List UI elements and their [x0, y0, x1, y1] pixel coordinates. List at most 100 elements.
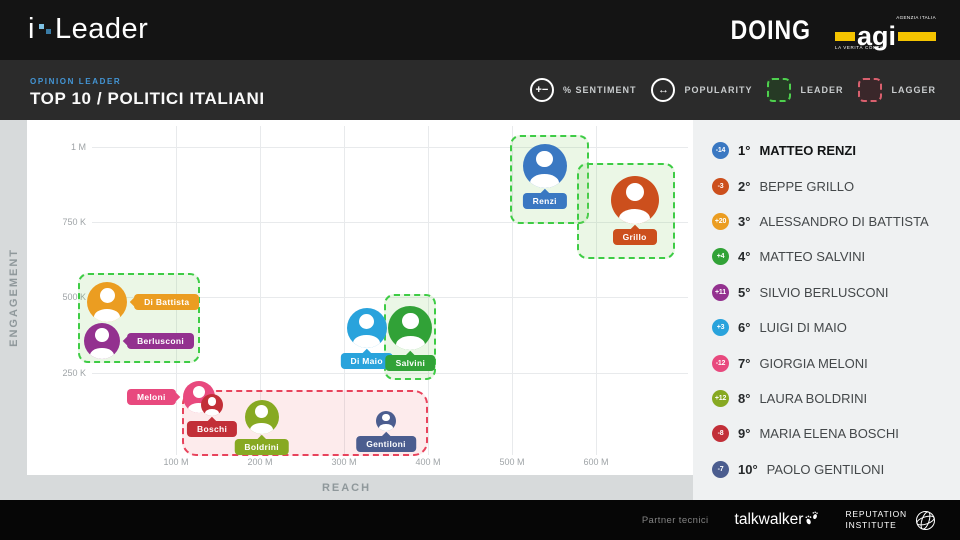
politician-label-berlusconi[interactable]: Berlusconi	[122, 333, 195, 350]
rank-delta-badge: -8	[712, 425, 729, 443]
section-kicker: OPINION LEADER	[30, 77, 122, 86]
politician-name: BEPPE GRILLO	[759, 178, 855, 194]
lagger-box-icon	[858, 78, 883, 102]
politician-label-salvini[interactable]: Salvini	[385, 350, 436, 372]
politician-label-grillo[interactable]: Grillo	[612, 224, 657, 245]
politician-label-gentiloni[interactable]: Gentiloni	[356, 431, 416, 452]
politician-name: MARIA ELENA BOSCHI	[759, 426, 899, 442]
politician-name: MATTEO SALVINI	[759, 249, 866, 265]
ranking-row-4[interactable]: +4 4° MATTEO SALVINI	[693, 239, 960, 274]
rank-number: 7°	[738, 355, 751, 371]
politician-label-di-battista[interactable]: Di Battista	[129, 293, 200, 310]
politician-avatar-renzi[interactable]	[522, 143, 567, 188]
reputation-line2: Institute	[845, 520, 897, 530]
rank-number: 1°	[738, 143, 751, 159]
rank-number: 4°	[738, 249, 751, 265]
ranking-row-1[interactable]: -14 1° MATTEO RENZI	[693, 133, 960, 168]
agi-agenzia-text: AGENZIA ITALIA	[896, 15, 936, 20]
politician-label-di-maio[interactable]: Di Maio	[340, 348, 393, 370]
scatter-plot: ENGAGEMENT 100 M 200 M 300 M 400 M 500 M 600 …	[0, 120, 693, 475]
ileader-logo-leader: Leader	[54, 13, 149, 45]
rank-delta-badge: +11	[712, 283, 729, 301]
x-axis-title: REACH	[321, 481, 372, 494]
ranking-row-6[interactable]: +3 6° LUIGI DI MAIO	[693, 310, 960, 345]
politician-label-renzi[interactable]: Renzi	[522, 188, 567, 209]
politician-name: LUIGI DI MAIO	[759, 320, 847, 336]
legend-item-leader: LEADER	[767, 78, 843, 102]
politician-name: SILVIO BERLUSCONI	[759, 284, 889, 300]
rank-delta-badge: -12	[712, 354, 729, 372]
rank-number: 5°	[738, 284, 751, 300]
y-axis-title: ENGAGEMENT	[7, 248, 20, 347]
ranking-row-5[interactable]: +11 5° SILVIO BERLUSCONI	[693, 275, 960, 310]
partner-label: Partner tecnici	[641, 514, 709, 526]
top-header-bar: i Leader DOING AGENZIA ITALIA agi LA VER…	[0, 0, 960, 60]
footprints-icon	[805, 511, 819, 525]
legend-label: LEADER	[800, 85, 844, 95]
x-tick-label: 500 M	[499, 457, 525, 467]
y-tick-label: 500 K	[62, 292, 86, 303]
ranking-row-8[interactable]: +12 8° LAURA BOLDRINI	[693, 381, 960, 416]
politician-avatar-gentiloni[interactable]	[376, 410, 396, 431]
ranking-panel: -14 1° MATTEO RENZI -3 2° BEPPE GRILLO +20 3° AL…	[693, 120, 960, 500]
politician-avatar-boschi[interactable]	[201, 393, 224, 416]
x-tick-label: 300 M	[331, 457, 357, 467]
rank-number: 2°	[738, 178, 751, 194]
gridline-horizontal	[92, 146, 688, 148]
leader-box-icon	[767, 78, 792, 102]
page-title: TOP 10 / POLITICI ITALIANI	[30, 89, 265, 108]
politician-avatar-di-maio[interactable]	[346, 308, 387, 349]
politician-avatar-boldrini[interactable]	[244, 399, 279, 434]
politician-name: PAOLO GENTILONI	[766, 461, 885, 477]
politician-avatar-berlusconi[interactable]	[84, 323, 121, 360]
politician-label-meloni[interactable]: Meloni	[126, 389, 180, 406]
y-tick-label: 250 K	[62, 367, 86, 378]
agi-yellow-bar-right	[898, 32, 936, 41]
legend-item-sentiment: +− % SENTIMENT	[529, 78, 637, 102]
talkwalker-logo: talkwalker	[735, 511, 820, 529]
politician-avatar-di-battista[interactable]	[87, 281, 128, 322]
x-tick-label: 600 M	[583, 457, 609, 467]
y-axis-title-strip: ENGAGEMENT	[0, 120, 27, 475]
y-tick-label: 1 M	[70, 141, 86, 152]
rank-delta-badge: +3	[712, 319, 729, 337]
politician-name: LAURA BOLDRINI	[759, 390, 868, 406]
gridline-vertical	[428, 126, 429, 455]
ranking-row-9[interactable]: -8 9° MARIA ELENA BOSCHI	[693, 416, 960, 451]
gridline-vertical	[344, 126, 345, 455]
rank-delta-badge: -14	[712, 142, 729, 160]
politician-avatar-grillo[interactable]	[610, 176, 659, 224]
agi-yellow-bar-left	[834, 32, 855, 41]
ranking-row-3[interactable]: +20 3° ALESSANDRO DI BATTISTA	[693, 204, 960, 239]
y-tick-label: 750 K	[62, 217, 86, 227]
doing-logo: DOING	[730, 14, 811, 45]
reputation-line1: Reputation	[845, 508, 907, 519]
reputation-institute-logo: Reputation Institute	[845, 508, 938, 533]
politician-label-boldrini[interactable]: Boldrini	[234, 434, 289, 455]
label-pointer-icon	[362, 348, 371, 358]
ranking-row-7[interactable]: -12 7° GIORGIA MELONI	[693, 345, 960, 380]
ileader-logo-dots-icon	[38, 24, 51, 34]
rank-number: 6°	[738, 320, 751, 336]
globe-icon	[916, 510, 935, 530]
x-tick-label: 400 M	[415, 457, 441, 467]
politician-label-boschi[interactable]: Boschi	[187, 416, 238, 437]
rank-delta-badge: +12	[712, 389, 729, 407]
ranking-row-10[interactable]: -7 10° PAOLO GENTILONI	[693, 452, 960, 487]
agi-logo: AGENZIA ITALIA agi LA VERITÀ CONTA	[834, 13, 936, 50]
politician-avatar-salvini[interactable]	[388, 306, 433, 351]
ranking-row-2[interactable]: -3 2° BEPPE GRILLO	[693, 168, 960, 203]
gridline-vertical	[596, 126, 597, 455]
x-tick-label: 100 M	[163, 457, 189, 467]
gridline-vertical	[176, 126, 177, 455]
chart-legend: +− % SENTIMENT ↔ POPULARITY LEADER LAGGER	[529, 60, 936, 120]
ranking-list: -14 1° MATTEO RENZI -3 2° BEPPE GRILLO +20 3° AL…	[693, 120, 960, 487]
label-pointer-icon	[171, 392, 180, 402]
talkwalker-wordmark: talkwalker	[734, 511, 804, 528]
politician-name: MATTEO RENZI	[759, 143, 856, 159]
rank-delta-badge: -7	[712, 460, 729, 478]
gridline-vertical	[512, 126, 513, 455]
agi-tagline: LA VERITÀ CONTA	[834, 45, 884, 50]
politician-name: ALESSANDRO DI BATTISTA	[759, 213, 929, 229]
gridline-horizontal	[92, 222, 688, 223]
